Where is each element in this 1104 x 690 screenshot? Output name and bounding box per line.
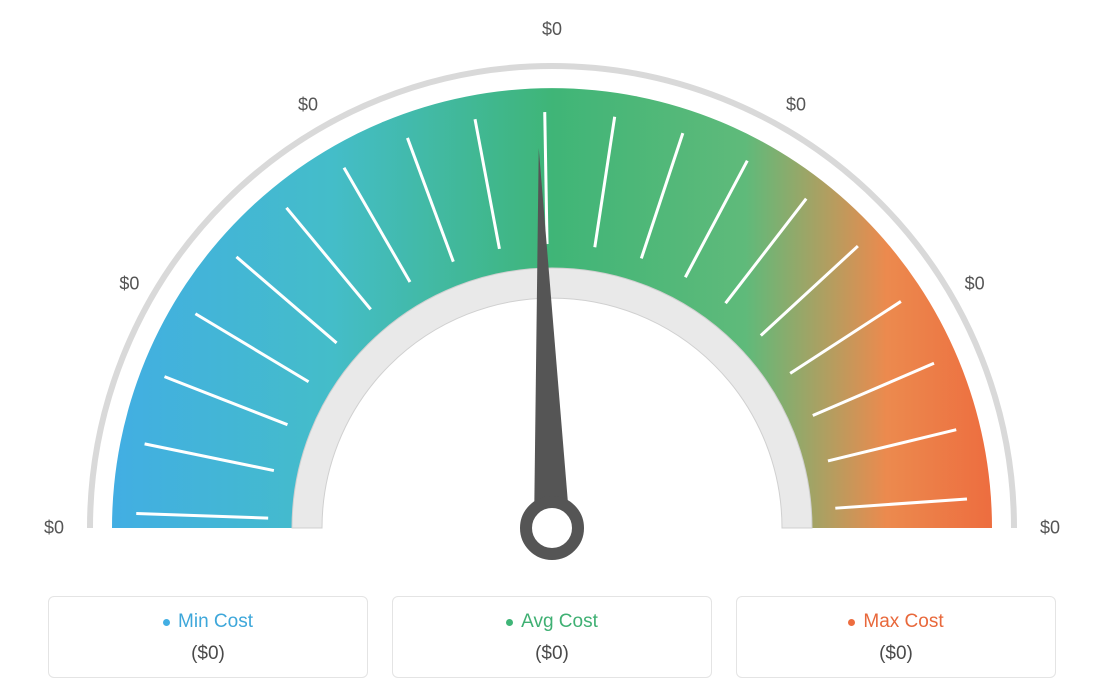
legend-label-avg: Avg Cost	[521, 611, 598, 633]
legend-label-max: Max Cost	[863, 611, 943, 633]
legend-title-max: Max Cost	[848, 611, 943, 633]
legend-card-avg: Avg Cost ($0)	[392, 596, 712, 678]
legend-value-min: ($0)	[49, 643, 367, 665]
legend-value-max: ($0)	[737, 643, 1055, 665]
scale-label: $0	[44, 518, 64, 539]
legend-row: Min Cost ($0) Avg Cost ($0) Max Cost ($0…	[42, 596, 1062, 678]
scale-label: $0	[298, 95, 318, 116]
scale-label: $0	[965, 274, 985, 295]
legend-title-min: Min Cost	[163, 611, 253, 633]
scale-label: $0	[119, 274, 139, 295]
gauge-chart-container: $0 $0 $0 $0 $0 $0 $0 Min Cost ($0) Avg Cost ($…	[0, 0, 1104, 690]
gauge-svg	[42, 18, 1062, 578]
scale-label: $0	[1040, 518, 1060, 539]
legend-dot-min	[163, 619, 170, 626]
scale-label: $0	[542, 19, 562, 40]
legend-card-max: Max Cost ($0)	[736, 596, 1056, 678]
gauge-area: $0 $0 $0 $0 $0 $0 $0	[42, 18, 1062, 578]
scale-label: $0	[786, 95, 806, 116]
legend-value-avg: ($0)	[393, 643, 711, 665]
legend-dot-avg	[506, 619, 513, 626]
legend-label-min: Min Cost	[178, 611, 253, 633]
legend-title-avg: Avg Cost	[506, 611, 598, 633]
legend-dot-max	[848, 619, 855, 626]
legend-card-min: Min Cost ($0)	[48, 596, 368, 678]
